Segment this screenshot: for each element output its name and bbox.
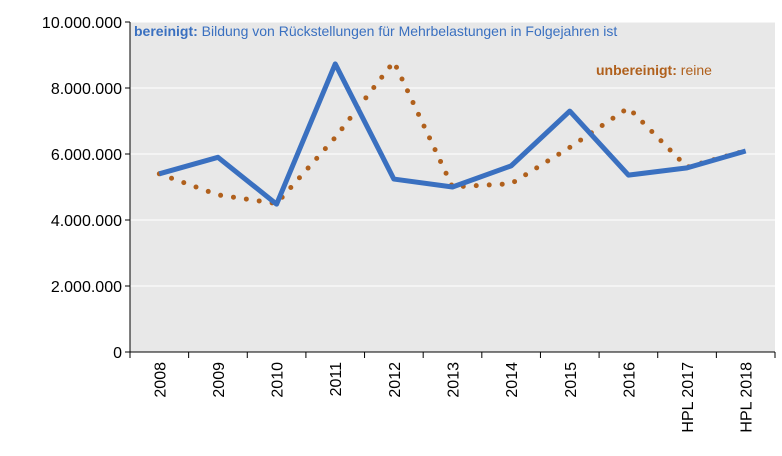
legend-label: unbereinigt:	[596, 62, 677, 78]
y-tick-label: 8.000.000	[51, 81, 122, 98]
annotation-text: Bildung von Rückstellungen für Mehrbelas…	[202, 23, 618, 39]
y-tick-label: 6.000.000	[51, 147, 122, 164]
x-tick-label: 2016	[621, 362, 638, 398]
annotation: unbereinigt: reine	[596, 62, 712, 78]
x-tick-label: HPL 2017	[680, 362, 697, 433]
x-tick-label: 2009	[211, 362, 228, 398]
x-tick-label: 2013	[446, 362, 463, 398]
x-tick-label: HPL 2018	[739, 362, 756, 433]
annotation-text: reine	[681, 62, 712, 78]
x-tick-label: 2008	[152, 362, 169, 398]
x-tick-label: 2014	[504, 362, 521, 398]
legend-label: bereinigt:	[134, 23, 198, 39]
series-line	[158, 61, 747, 207]
annotation: bereinigt: Bildung von Rückstellungen fü…	[134, 23, 617, 39]
x-tick-label: 2015	[563, 362, 580, 398]
x-tick-label: 2010	[270, 362, 287, 398]
y-tick-label: 2.000.000	[51, 279, 122, 296]
x-tick-label: 2011	[328, 362, 345, 397]
y-tick-label: 0	[113, 345, 122, 362]
y-tick-label: 10.000.000	[42, 15, 122, 32]
y-tick-label: 4.000.000	[51, 213, 122, 230]
x-tick-label: 2012	[387, 362, 404, 398]
